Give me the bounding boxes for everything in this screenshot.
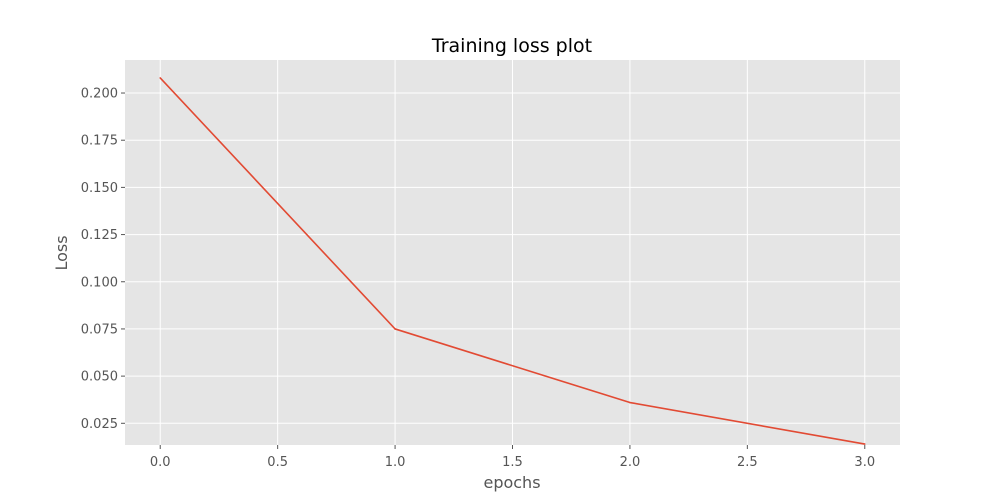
x-tick-label: 2.0 — [620, 455, 641, 470]
y-tick-label: 0.150 — [81, 181, 118, 196]
chart-title: Training loss plot — [431, 35, 592, 57]
loss-data-point — [863, 443, 866, 445]
x-tick-label: 0.0 — [150, 455, 171, 470]
x-axis-label: epochs — [483, 473, 540, 492]
y-axis-ticks: 0.025 0.050 0.075 0.100 0.125 0.150 0.175 0.200 — [81, 87, 125, 432]
loss-data-point — [629, 401, 631, 404]
y-tick-label: 0.025 — [81, 417, 118, 432]
x-tick-label: 0.5 — [267, 455, 288, 470]
y-tick-label: 0.050 — [81, 370, 118, 385]
x-tick-label: 2.5 — [737, 455, 758, 470]
y-tick-label: 0.200 — [81, 87, 118, 102]
y-tick-label: 0.075 — [81, 322, 118, 337]
y-tick-label: 0.125 — [81, 228, 118, 243]
y-axis-label: Loss — [52, 235, 71, 270]
x-tick-label: 3.0 — [854, 455, 875, 470]
y-tick-label: 0.175 — [81, 134, 118, 149]
y-tick-label: 0.100 — [81, 275, 118, 290]
grid-lines — [125, 60, 900, 445]
x-tick-label: 1.0 — [385, 455, 406, 470]
x-axis-ticks: 0.0 0.5 1.0 1.5 2.0 2.5 3.0 — [150, 445, 875, 470]
x-tick-label: 1.5 — [502, 455, 523, 470]
loss-data-point — [159, 77, 162, 79]
loss-data-point — [394, 328, 396, 330]
series-layer — [159, 77, 866, 445]
loss-line — [159, 77, 865, 445]
